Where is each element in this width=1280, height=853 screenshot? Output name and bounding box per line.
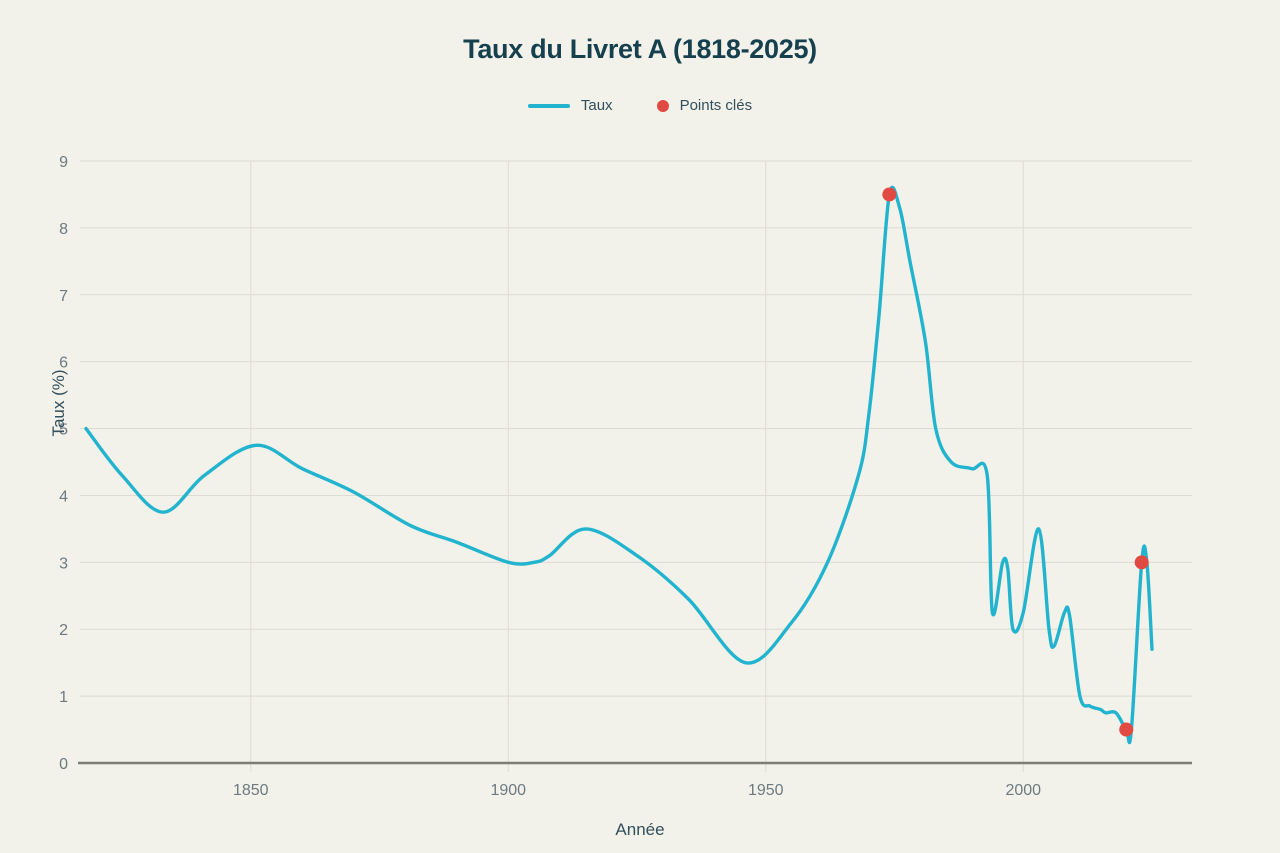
y-tick-label: 6 [59,355,68,372]
y-tick-label: 9 [59,154,68,171]
x-tick-label: 1950 [748,782,784,799]
y-tick-label: 2 [59,622,68,639]
series-line-taux [84,185,1154,745]
legend-line-swatch-icon [527,103,570,108]
x-tick-label: 2000 [1005,782,1041,799]
y-tick-labels-group: 0 1 2 3 4 5 6 7 8 9 [59,154,68,773]
x-axis-label: Année [615,820,665,839]
legend-item-taux[interactable]: Taux [527,97,613,114]
legend-label-taux: Taux [580,97,613,114]
chart-legend: Taux Points clés [0,98,1280,113]
y-tick-label: 4 [59,488,68,505]
gridlines-group [80,160,1192,772]
y-tick-label: 3 [59,555,68,572]
legend-item-points-cles[interactable]: Points clés [656,97,753,114]
key-point-marker[interactable] [1134,555,1149,570]
page-title: Taux du Livret A (1818-2025) [463,34,817,64]
y-tick-label: 8 [59,221,68,238]
key-points-group [882,187,1149,737]
x-tick-label: 1900 [490,782,526,799]
key-point-marker[interactable] [1119,722,1134,737]
y-axis-label: Taux (%) [49,369,68,437]
y-tick-label: 1 [59,689,68,706]
legend-dot-swatch-icon [656,99,669,112]
key-point-marker[interactable] [882,187,897,202]
y-tick-label: 7 [59,288,68,305]
legend-label-points-cles: Points clés [679,97,753,114]
y-tick-label: 0 [59,756,68,773]
x-tick-labels-group: 1850 1900 1950 2000 [233,782,1041,799]
x-tick-label: 1850 [233,782,269,799]
y-tick-label: 5 [59,422,68,439]
